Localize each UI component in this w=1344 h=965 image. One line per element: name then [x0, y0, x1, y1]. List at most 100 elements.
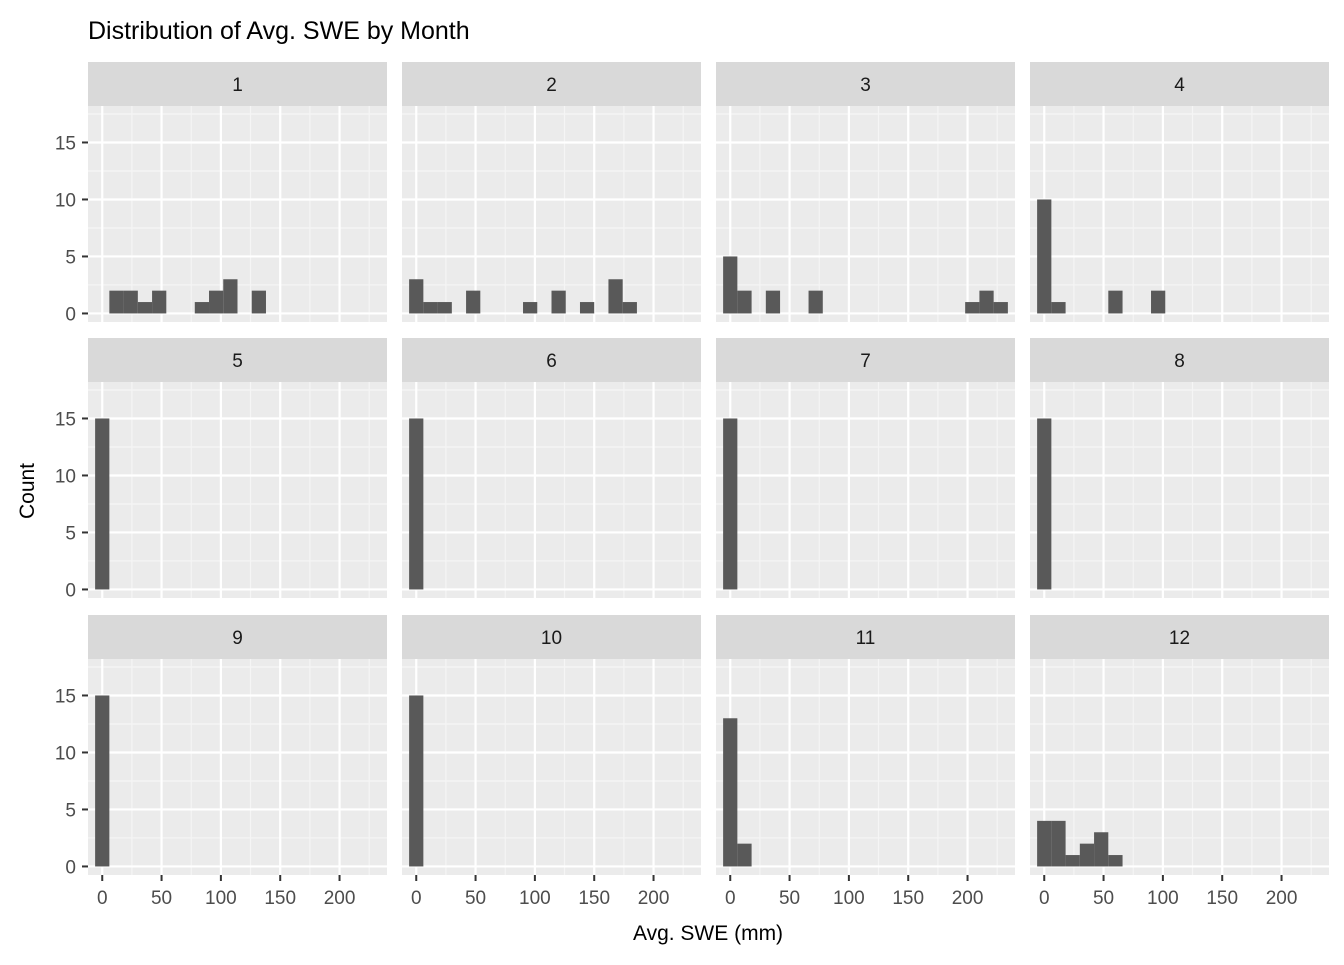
facet-strip-label: 6	[546, 351, 557, 372]
histogram-bar	[808, 290, 823, 314]
histogram-bar	[409, 695, 424, 867]
facet-strip	[402, 615, 701, 659]
y-tick-label: 10	[55, 190, 76, 211]
histogram-bar	[1065, 855, 1080, 867]
histogram-bar	[723, 418, 738, 590]
histogram-bar	[622, 302, 637, 314]
y-tick-label: 5	[65, 247, 76, 268]
facet-strip	[402, 62, 701, 106]
panel-background	[88, 659, 387, 875]
panel-background	[402, 659, 701, 875]
histogram-bar	[1108, 290, 1123, 314]
panel-background	[1030, 659, 1329, 875]
facet-strip	[88, 615, 387, 659]
facet-panel-10: 100 50 100 150 200	[402, 615, 701, 909]
panel-background	[1030, 382, 1329, 598]
facet-strip-label: 4	[1174, 75, 1185, 96]
facet-strip	[1030, 62, 1329, 106]
facet-strip	[88, 62, 387, 106]
facet-strip-label: 7	[860, 351, 871, 372]
histogram-bar	[608, 279, 623, 314]
x-tick-label: 150	[578, 888, 610, 909]
histogram-bar	[423, 302, 438, 314]
x-tick-label: 50	[779, 888, 800, 909]
facet-strip-label: 1	[232, 75, 243, 96]
histogram-bar	[993, 302, 1008, 314]
panel-background	[402, 382, 701, 598]
facet-panel-4: 4	[1030, 62, 1329, 322]
x-tick-label: 50	[151, 888, 172, 909]
facet-strip	[1030, 615, 1329, 659]
histogram-bar	[194, 302, 210, 314]
histogram-bar	[109, 290, 124, 314]
facet-strip	[716, 615, 1015, 659]
histogram-bar	[737, 290, 752, 314]
histogram-bar	[251, 290, 266, 314]
facet-strip-label: 10	[541, 628, 562, 649]
facet-strip-label: 5	[232, 351, 243, 372]
histogram-bar	[466, 290, 481, 314]
facet-strip-label: 8	[1174, 351, 1185, 372]
facet-strip-label: 2	[546, 75, 557, 96]
histogram-bar	[1051, 820, 1066, 867]
histogram-bar	[1151, 290, 1166, 314]
histogram-bar	[1079, 843, 1095, 867]
facet-strip-label: 9	[232, 628, 243, 649]
y-tick-label: 15	[55, 133, 76, 154]
facet-strip	[716, 338, 1015, 382]
y-tick-label: 0	[65, 580, 76, 601]
x-tick-label: 150	[892, 888, 924, 909]
histogram-bar	[223, 279, 238, 314]
x-tick-label: 150	[1206, 888, 1238, 909]
histogram-bar	[1037, 199, 1052, 314]
x-tick-label: 50	[1093, 888, 1114, 909]
y-tick-label: 5	[65, 800, 76, 821]
x-tick-label: 100	[1147, 888, 1179, 909]
y-tick-label: 0	[65, 857, 76, 878]
x-axis-title: Avg. SWE (mm)	[633, 922, 783, 945]
facet-panel-5: 5 0 5 10 15	[55, 338, 387, 601]
y-tick-label: 10	[55, 466, 76, 487]
facet-panel-3: 3	[716, 62, 1015, 322]
histogram-bar	[723, 718, 738, 867]
histogram-bar	[437, 302, 452, 314]
histogram-bar	[137, 302, 153, 314]
panel-background	[88, 382, 387, 598]
histogram-bar	[1037, 820, 1052, 867]
panel-background	[716, 106, 1015, 322]
histogram-bar	[123, 290, 138, 314]
x-tick-label: 150	[264, 888, 296, 909]
histogram-bar	[95, 418, 110, 590]
x-tick-label: 0	[1039, 888, 1050, 909]
panel-background	[1030, 106, 1329, 322]
facet-strip	[1030, 338, 1329, 382]
panel-background	[402, 106, 701, 322]
facet-strip	[88, 338, 387, 382]
x-tick-label: 50	[465, 888, 486, 909]
x-tick-label: 0	[97, 888, 108, 909]
facet-panel-7: 7	[716, 338, 1015, 598]
facet-strip	[716, 62, 1015, 106]
x-tick-label: 100	[833, 888, 865, 909]
y-axis-title: Count	[16, 463, 39, 519]
facet-strip-label: 11	[856, 628, 876, 649]
histogram-bar	[152, 290, 167, 314]
facet-strip	[402, 338, 701, 382]
x-tick-label: 200	[1266, 888, 1298, 909]
histogram-bar	[523, 302, 538, 314]
panel-background	[716, 382, 1015, 598]
histogram-bar	[1051, 302, 1066, 314]
y-tick-label: 15	[55, 686, 76, 707]
chart-title: Distribution of Avg. SWE by Month	[88, 17, 470, 45]
histogram-bar	[765, 290, 781, 314]
histogram-bar	[95, 695, 110, 867]
histogram-bar	[551, 290, 566, 314]
facet-strip-label: 3	[860, 75, 871, 96]
x-tick-label: 100	[205, 888, 237, 909]
histogram-bar	[579, 302, 595, 314]
